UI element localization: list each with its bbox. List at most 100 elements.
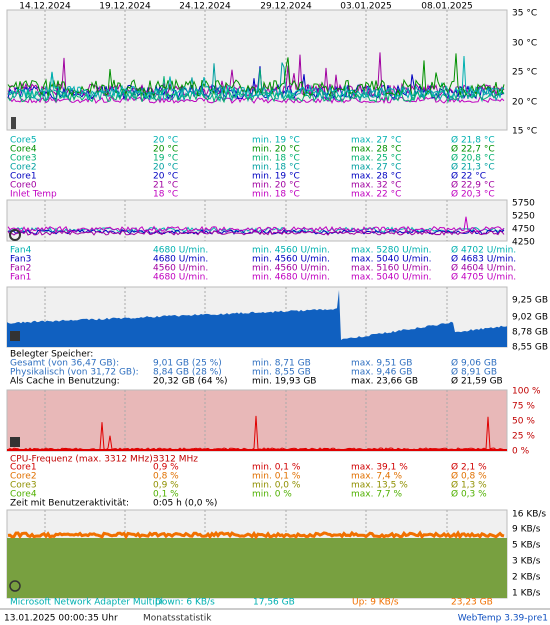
table-cell: 20 °C xyxy=(153,172,178,182)
table-cell: 19 °C xyxy=(153,154,178,164)
table-cell: Ø 0,8 % xyxy=(451,471,487,482)
table-cell: Physikalisch (von 31,72 GB): xyxy=(10,368,139,378)
y-axis-label: 25 °C xyxy=(512,68,537,78)
cpu-frequency-value: 3312 MHz xyxy=(153,455,198,465)
table-cell: 4680 U/min. xyxy=(153,273,208,283)
cpu-icon xyxy=(10,437,20,447)
table-cell: Core5 xyxy=(10,136,37,146)
table-cell: 9,01 GB (25 %) xyxy=(153,359,222,369)
table-cell: min. 0,1 % xyxy=(252,472,301,482)
y-axis-label: 9,25 GB xyxy=(512,296,548,306)
footer-link[interactable]: Monatsstatistik xyxy=(143,614,212,624)
activity-value: 0:05 h (0,0 %) xyxy=(153,499,217,509)
table-cell: Core4 xyxy=(10,490,37,500)
activity-label: Zeit mit Benutzeraktivität: xyxy=(10,499,129,509)
temperature-trace xyxy=(7,62,505,103)
table-cell: min. 18 °C xyxy=(252,163,300,173)
table-cell: 0,8 % xyxy=(153,472,179,482)
table-cell: max. 9,46 GB xyxy=(351,368,412,378)
table-cell: max. 5280 U/min. xyxy=(351,246,432,256)
table-cell: Core0 xyxy=(10,181,37,191)
table-cell: min. 20 °C xyxy=(252,181,300,191)
chart-area xyxy=(6,199,508,242)
date-label: 19.12.2024 xyxy=(99,2,151,12)
table-cell: 0,1 % xyxy=(153,490,179,500)
table-cell: Ø 0,3 % xyxy=(451,489,487,500)
chart-area xyxy=(6,9,508,131)
table-cell: Fan3 xyxy=(10,255,31,265)
table-cell: min. 4560 U/min. xyxy=(252,264,330,274)
table-cell: max. 5040 U/min. xyxy=(351,273,432,283)
y-axis-label: 4750 xyxy=(512,225,535,235)
table-cell: min. 4560 U/min. xyxy=(252,246,330,256)
table-cell: Inlet Temp xyxy=(10,190,57,200)
date-label: 03.01.2025 xyxy=(340,2,392,12)
table-cell: 8,84 GB (28 %) xyxy=(153,368,222,378)
table-cell: max. 23,66 GB xyxy=(351,377,418,387)
network-cell: Down: 6 KB/s xyxy=(155,598,215,608)
table-cell: 4680 U/min. xyxy=(153,246,208,256)
table-cell: 20,32 GB (64 %) xyxy=(153,377,228,387)
date-label: 08.01.2025 xyxy=(421,2,473,12)
table-cell: Core1 xyxy=(10,463,37,473)
memory-area xyxy=(7,290,507,347)
date-label: 29.12.2024 xyxy=(260,2,312,12)
table-cell: max. 25 °C xyxy=(351,154,401,164)
y-axis-label: 30 °C xyxy=(512,39,537,49)
fan-icon xyxy=(9,229,21,241)
network-cell: 17,56 GB xyxy=(253,598,295,608)
table-cell: Ø 21,59 GB xyxy=(451,376,503,387)
memory-icon xyxy=(10,331,20,341)
table-cell: min. 0,0 % xyxy=(252,481,301,491)
section-header: Belegter Speicher: xyxy=(10,350,93,360)
table-cell: max. 7,7 % xyxy=(351,490,403,500)
y-axis-label: 8,78 GB xyxy=(512,328,548,338)
table-cell: max. 5040 U/min. xyxy=(351,255,432,265)
table-cell: Core2 xyxy=(10,163,37,173)
table-cell: Core4 xyxy=(10,145,37,155)
cpu-frequency-label: CPU-Frequenz (max. 3312 MHz): xyxy=(10,455,156,465)
table-cell: Ø 4683 U/min. xyxy=(451,254,516,265)
table-cell: min. 4560 U/min. xyxy=(252,255,330,265)
y-axis-label: 9,02 GB xyxy=(512,313,548,323)
y-axis-label: 20 °C xyxy=(512,98,537,108)
table-cell: max. 27 °C xyxy=(351,136,401,146)
table-cell: 4680 U/min. xyxy=(153,255,208,265)
chart-area xyxy=(6,389,508,452)
table-cell: Ø 20,8 °C xyxy=(451,153,495,164)
date-label: 24.12.2024 xyxy=(179,2,231,12)
table-cell: Fan1 xyxy=(10,273,31,283)
fan-trace xyxy=(7,216,505,233)
network-cell: 23,23 GB xyxy=(451,598,493,608)
table-cell: Ø 4705 U/min. xyxy=(451,272,516,283)
table-cell: Ø 20,3 °C xyxy=(451,189,495,200)
table-cell: Ø 8,91 GB xyxy=(451,367,497,378)
upload-trace xyxy=(7,530,505,540)
table-cell: Ø 4702 U/min. xyxy=(451,245,516,256)
y-axis-label: 16 KB/s xyxy=(512,510,546,520)
network-icon xyxy=(9,580,21,592)
y-axis-label: 100 % xyxy=(512,387,541,397)
table-cell: Gesamt (von 36,47 GB): xyxy=(10,359,119,369)
y-axis-label: 4250 xyxy=(512,238,535,248)
table-cell: Ø 21,3 °C xyxy=(451,162,495,173)
footer-version: WebTemp 3.39-pre1 xyxy=(458,614,548,624)
table-cell: min. 18 °C xyxy=(252,190,300,200)
y-axis-label: 50 % xyxy=(512,417,535,427)
table-cell: min. 19 °C xyxy=(252,172,300,182)
temperature-trace xyxy=(7,55,505,100)
y-axis-label: 35 °C xyxy=(512,9,537,19)
y-axis-label: 1 KB/s xyxy=(512,589,541,599)
table-cell: min. 20 °C xyxy=(252,145,300,155)
y-axis-label: 5 KB/s xyxy=(512,541,541,551)
table-cell: 0,9 % xyxy=(153,481,179,491)
table-cell: Ø 22,9 °C xyxy=(451,180,495,191)
table-cell: Core2 xyxy=(10,472,37,482)
table-cell: min. 19,93 GB xyxy=(252,377,316,387)
table-cell: max. 13,5 % xyxy=(351,481,408,491)
table-cell: Core3 xyxy=(10,481,37,491)
y-axis-label: 5750 xyxy=(512,199,535,209)
table-cell: Ø 9,06 GB xyxy=(451,358,497,369)
network-cell: Microsoft Network Adapter Multipl xyxy=(10,598,163,608)
